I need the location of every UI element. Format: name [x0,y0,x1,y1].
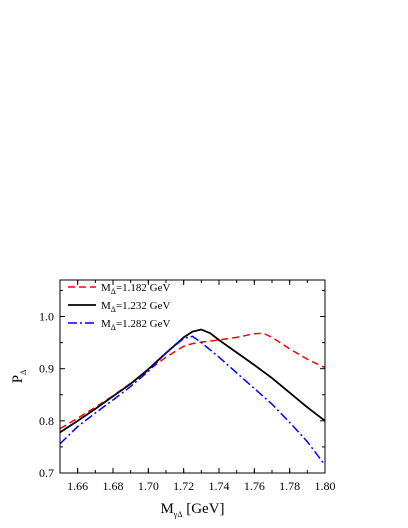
x-axis-label: MγΔ [GeV] [160,501,224,519]
x-tick-label: 1.68 [103,479,124,493]
y-axis-label: PΔ [10,370,28,384]
y-tick-label: 0.7 [39,466,54,480]
y-tick-label: 0.8 [39,414,54,428]
y-axis-label-main: P [10,375,26,383]
x-tick-label: 1.78 [279,479,300,493]
plot-frame [59,279,326,474]
series-line-2 [60,328,325,434]
legend: MΔ=1.182 GeV MΔ=1.232 GeV MΔ=1.282 GeV [68,282,170,332]
legend-label-3: MΔ=1.282 GeV [101,318,170,332]
legend-label-1: MΔ=1.182 GeV [101,282,170,296]
x-tick-label: 1.72 [173,479,194,493]
x-tick-label: 1.70 [138,479,159,493]
y-tick-label: 0.9 [39,362,54,376]
series-line-3 [60,335,325,466]
legend-label-2: MΔ=1.232 GeV [101,300,170,314]
x-tick-label: 1.74 [209,479,230,493]
y-axis-label-sub: Δ [19,370,28,375]
y-tick-label: 1.0 [39,310,54,324]
series-line-1 [60,332,325,430]
x-axis-label-sub: γΔ [173,510,183,519]
x-axis-label-main: M [160,501,173,517]
x-tick-label: 1.80 [315,479,336,493]
x-tick-label: 1.66 [67,479,88,493]
x-axis-label-unit: [GeV] [182,501,224,517]
x-tick-label: 1.76 [244,479,265,493]
